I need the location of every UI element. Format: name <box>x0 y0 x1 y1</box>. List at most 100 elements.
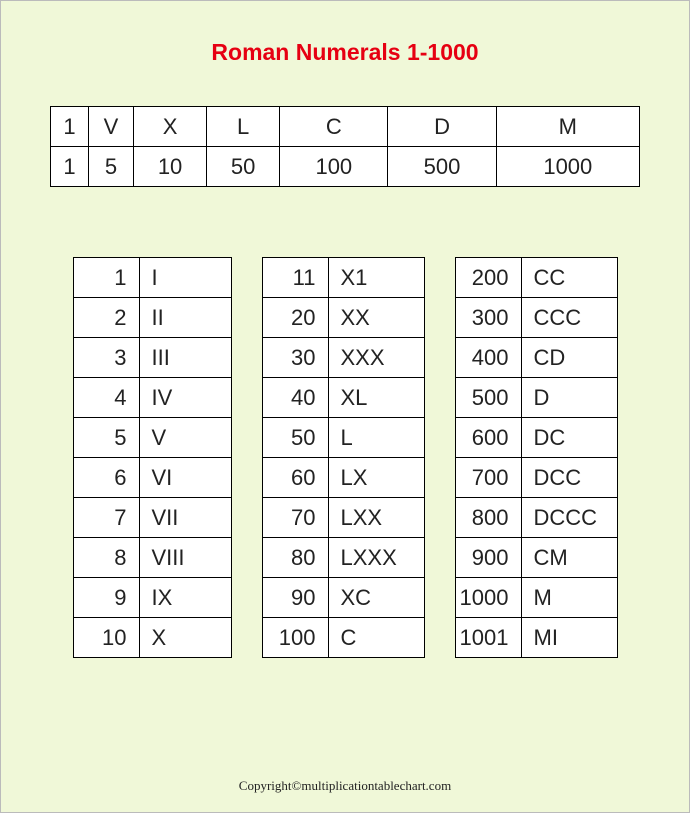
number-cell: 100 <box>262 618 328 658</box>
table-row: 1 5 10 50 100 500 1000 <box>51 147 640 187</box>
numerals-table-11-100: 11X1 20XX 30XXX 40XL 50L 60LX 70LXX 80LX… <box>262 257 425 658</box>
value-cell: 5 <box>89 147 134 187</box>
number-cell: 11 <box>262 258 328 298</box>
roman-cell: LXX <box>328 498 424 538</box>
number-cell: 800 <box>455 498 521 538</box>
roman-cell: XXX <box>328 338 424 378</box>
roman-cell: L <box>328 418 424 458</box>
symbol-value-table: 1 V X L C D M 1 5 10 50 100 500 1000 <box>50 106 640 187</box>
roman-cell: CC <box>521 258 617 298</box>
number-cell: 60 <box>262 458 328 498</box>
symbol-cell: C <box>280 107 388 147</box>
number-cell: 400 <box>455 338 521 378</box>
symbol-cell: X <box>134 107 207 147</box>
table-row: 6VI <box>73 458 231 498</box>
table-row: 70LXX <box>262 498 424 538</box>
roman-cell: III <box>139 338 231 378</box>
numerals-table-200-1001: 200CC 300CCC 400CD 500D 600DC 700DCC 800… <box>455 257 618 658</box>
number-cell: 1 <box>73 258 139 298</box>
number-cell: 3 <box>73 338 139 378</box>
number-cell: 90 <box>262 578 328 618</box>
table-row: 800DCCC <box>455 498 617 538</box>
number-cell: 900 <box>455 538 521 578</box>
number-cell: 700 <box>455 458 521 498</box>
table-row: 3III <box>73 338 231 378</box>
table-row: 100C <box>262 618 424 658</box>
table-row: 1001MI <box>455 618 617 658</box>
roman-cell: CD <box>521 338 617 378</box>
roman-cell: IX <box>139 578 231 618</box>
number-cell: 1001 <box>455 618 521 658</box>
table-row: 9IX <box>73 578 231 618</box>
roman-cell: X1 <box>328 258 424 298</box>
roman-cell: X <box>139 618 231 658</box>
roman-cell: DCCC <box>521 498 617 538</box>
symbol-cell: M <box>496 107 639 147</box>
table-row: 7VII <box>73 498 231 538</box>
number-cell: 70 <box>262 498 328 538</box>
number-cell: 50 <box>262 418 328 458</box>
number-cell: 6 <box>73 458 139 498</box>
number-cell: 200 <box>455 258 521 298</box>
table-row: 700DCC <box>455 458 617 498</box>
value-cell: 500 <box>388 147 496 187</box>
roman-cell: DCC <box>521 458 617 498</box>
value-cell: 1 <box>51 147 89 187</box>
roman-cell: DC <box>521 418 617 458</box>
table-row: 5V <box>73 418 231 458</box>
table-row: 1000M <box>455 578 617 618</box>
roman-cell: M <box>521 578 617 618</box>
roman-cell: XX <box>328 298 424 338</box>
table-row: 400CD <box>455 338 617 378</box>
symbol-cell: L <box>207 107 280 147</box>
table-row: 50L <box>262 418 424 458</box>
number-cell: 4 <box>73 378 139 418</box>
symbol-cell: D <box>388 107 496 147</box>
roman-cell: VI <box>139 458 231 498</box>
roman-cell: CCC <box>521 298 617 338</box>
roman-cell: XC <box>328 578 424 618</box>
table-row: 2II <box>73 298 231 338</box>
roman-cell: C <box>328 618 424 658</box>
table-row: 11X1 <box>262 258 424 298</box>
symbol-cell: V <box>89 107 134 147</box>
table-row: 60LX <box>262 458 424 498</box>
table-row: 900CM <box>455 538 617 578</box>
value-cell: 50 <box>207 147 280 187</box>
number-cell: 500 <box>455 378 521 418</box>
number-cell: 8 <box>73 538 139 578</box>
table-row: 30XXX <box>262 338 424 378</box>
roman-cell: VIII <box>139 538 231 578</box>
value-cell: 10 <box>134 147 207 187</box>
table-row: 1 V X L C D M <box>51 107 640 147</box>
roman-cell: IV <box>139 378 231 418</box>
value-cell: 1000 <box>496 147 639 187</box>
number-cell: 40 <box>262 378 328 418</box>
number-cell: 10 <box>73 618 139 658</box>
number-cell: 20 <box>262 298 328 338</box>
number-cell: 5 <box>73 418 139 458</box>
roman-cell: V <box>139 418 231 458</box>
table-row: 300CCC <box>455 298 617 338</box>
number-cell: 1000 <box>455 578 521 618</box>
number-cell: 600 <box>455 418 521 458</box>
roman-cell: D <box>521 378 617 418</box>
table-row: 40XL <box>262 378 424 418</box>
roman-cell: MI <box>521 618 617 658</box>
number-cell: 80 <box>262 538 328 578</box>
table-row: 90XC <box>262 578 424 618</box>
roman-cell: LXXX <box>328 538 424 578</box>
table-row: 500D <box>455 378 617 418</box>
page-title: Roman Numerals 1-1000 <box>1 1 689 106</box>
roman-cell: LX <box>328 458 424 498</box>
value-cell: 100 <box>280 147 388 187</box>
roman-cell: XL <box>328 378 424 418</box>
number-cell: 300 <box>455 298 521 338</box>
table-row: 20XX <box>262 298 424 338</box>
number-cell: 9 <box>73 578 139 618</box>
table-row: 10X <box>73 618 231 658</box>
number-cell: 7 <box>73 498 139 538</box>
columns-container: 1I 2II 3III 4IV 5V 6VI 7VII 8VIII 9IX 10… <box>1 257 689 658</box>
roman-cell: VII <box>139 498 231 538</box>
number-cell: 30 <box>262 338 328 378</box>
